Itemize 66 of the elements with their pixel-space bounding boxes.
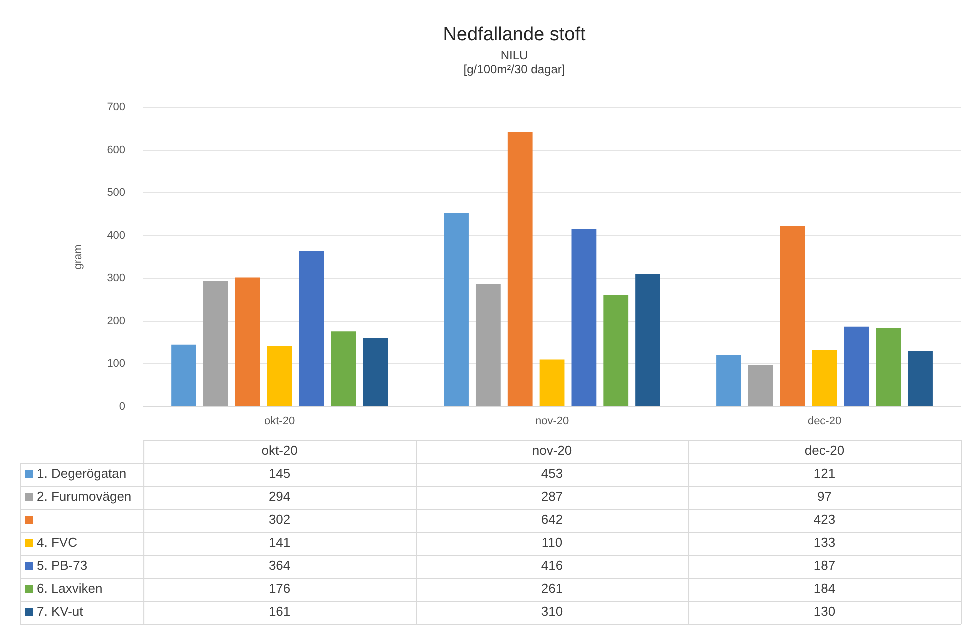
- bar: [508, 132, 533, 406]
- data-label: 161: [268, 604, 291, 620]
- bar: [572, 228, 597, 406]
- data-label: 121: [814, 466, 836, 482]
- y-tick-label: 100: [107, 358, 126, 370]
- chart-title: Nedfallande stoft: [443, 24, 587, 46]
- y-tick-label: 600: [107, 144, 126, 156]
- data-label: 141: [268, 535, 291, 550]
- data-label: 287: [541, 489, 564, 504]
- legend-label: 4. FVC: [37, 535, 78, 550]
- data-label: 133: [814, 535, 836, 550]
- bar: [604, 295, 629, 406]
- data-label: 310: [541, 604, 564, 620]
- legend-label: 6. Laxviken: [37, 581, 103, 596]
- data-label: 302: [268, 512, 291, 528]
- data-label: 423: [814, 512, 836, 528]
- data-label: 642: [541, 512, 564, 528]
- legend-label: 7. KV-ut: [37, 604, 84, 620]
- data-label: 364: [268, 558, 291, 574]
- x-tick-label: dec-20: [808, 415, 842, 428]
- data-label: 130: [814, 604, 836, 620]
- category-label: dec-20: [804, 443, 845, 458]
- x-tick-label: okt-20: [264, 415, 296, 428]
- data-label: 110: [542, 535, 563, 550]
- y-tick-label: 500: [107, 187, 126, 200]
- bar: [540, 360, 565, 406]
- data-label: 176: [268, 581, 291, 596]
- y-tick-label: 300: [107, 272, 126, 285]
- bar: [780, 226, 806, 406]
- data-label: 145: [268, 466, 291, 482]
- bar: [235, 278, 260, 406]
- bar: [299, 251, 324, 406]
- y-tick-label: 400: [107, 230, 126, 242]
- data-label: 261: [541, 581, 564, 596]
- text: [g/100m²/30 dagar]: [464, 62, 566, 77]
- bar: [716, 355, 742, 406]
- bar: [844, 326, 870, 406]
- bar: [444, 213, 469, 406]
- legend-label: 1. Degerögatan: [37, 466, 127, 482]
- category-label: okt-20: [262, 443, 298, 458]
- bar: [812, 350, 838, 406]
- bar: [476, 284, 501, 406]
- y-tick-label: 0: [119, 400, 126, 413]
- x-tick-label: nov-20: [535, 415, 570, 428]
- data-label: 187: [814, 558, 836, 574]
- bar: [204, 281, 228, 406]
- y-axis-title: gram: [72, 244, 85, 270]
- bar: [331, 332, 356, 406]
- y-tick-label: 700: [107, 102, 126, 114]
- legend-label: 2. Furumovägen: [37, 489, 132, 504]
- chart-subtitle: NILU: [500, 48, 528, 62]
- data-label: 453: [541, 466, 564, 482]
- data-label: 416: [541, 558, 564, 574]
- data-label: 184: [814, 581, 836, 596]
- bar: [876, 328, 902, 406]
- data-label: 97: [818, 489, 832, 504]
- bar: [908, 351, 933, 406]
- category-label: nov-20: [532, 443, 572, 458]
- y-tick-label: 200: [107, 315, 126, 328]
- legend-label: 5. PB-73: [37, 558, 88, 574]
- bar: [172, 344, 196, 406]
- data-label: 294: [268, 489, 291, 504]
- bar: [636, 274, 660, 406]
- bar: [363, 338, 388, 406]
- bar: [748, 365, 774, 406]
- bar: [267, 346, 292, 406]
